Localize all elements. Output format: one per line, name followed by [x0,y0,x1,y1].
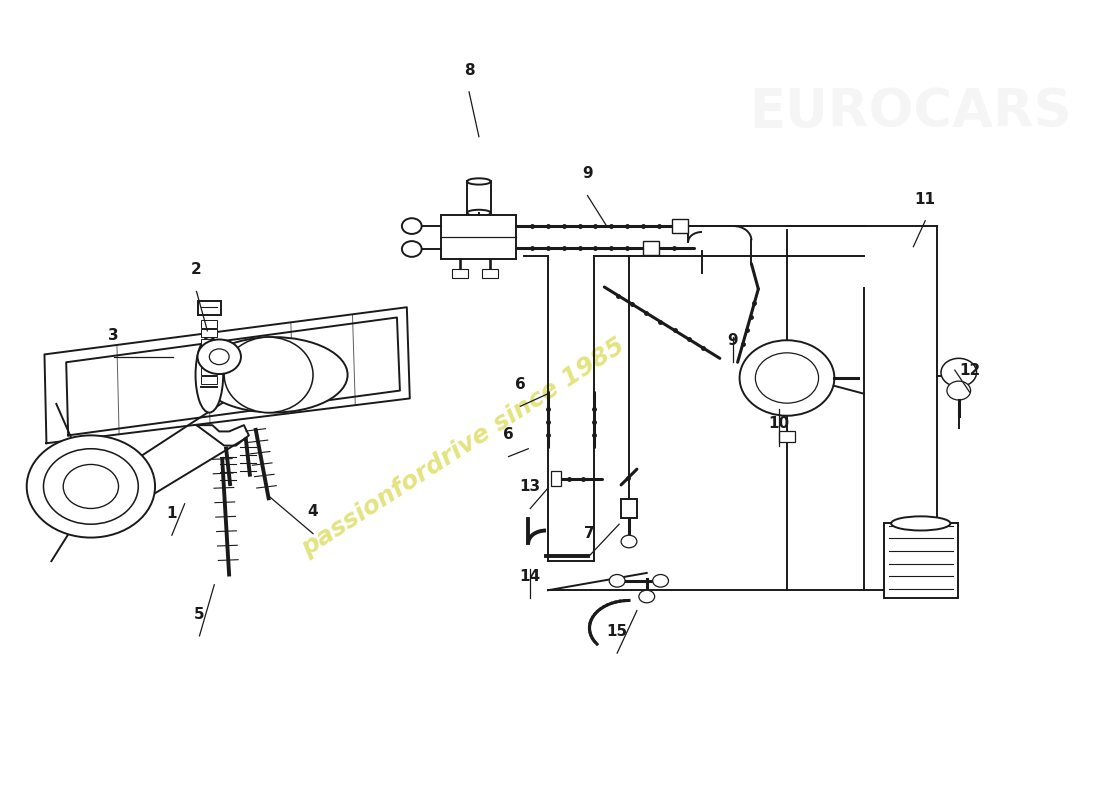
Circle shape [63,465,119,509]
Bar [642,241,659,254]
Ellipse shape [468,210,491,216]
Text: 2: 2 [191,262,202,278]
Text: 13: 13 [519,479,541,494]
Text: 9: 9 [582,166,593,182]
Bar [551,470,561,486]
Text: 5: 5 [195,606,205,622]
Ellipse shape [891,516,950,530]
Bar [441,215,516,258]
Text: 6: 6 [515,377,526,392]
Bar [201,320,218,328]
Text: 15: 15 [606,624,628,639]
Circle shape [198,339,241,374]
Bar [621,499,637,518]
Text: EUROCARS: EUROCARS [749,86,1071,138]
Circle shape [739,340,835,416]
Circle shape [947,381,970,400]
Circle shape [26,435,155,538]
Bar [201,348,218,356]
Text: 7: 7 [584,526,595,542]
Text: 9: 9 [727,333,738,348]
Bar [198,301,221,315]
Text: 4: 4 [308,505,318,519]
Bar [201,338,218,346]
Ellipse shape [468,178,491,185]
Text: 3: 3 [108,328,119,342]
Text: passionfordrive since 1985: passionfordrive since 1985 [297,334,629,561]
Ellipse shape [224,337,314,413]
Bar [201,377,218,384]
Bar [452,269,468,278]
Bar [482,269,498,278]
Bar [468,182,491,213]
Circle shape [940,358,977,386]
Bar [201,358,218,366]
Circle shape [209,349,229,365]
Text: 12: 12 [959,363,980,378]
Text: 8: 8 [464,62,474,78]
Circle shape [652,574,669,587]
Circle shape [639,590,654,603]
Circle shape [621,535,637,548]
Circle shape [756,353,818,403]
Circle shape [609,574,625,587]
Text: 11: 11 [915,192,936,206]
Text: 14: 14 [519,569,541,584]
Text: 10: 10 [769,417,790,431]
Circle shape [44,449,139,524]
Ellipse shape [196,337,223,413]
Text: 1: 1 [166,506,177,521]
Text: 6: 6 [503,427,514,442]
Ellipse shape [199,337,348,413]
Bar [201,367,218,375]
Circle shape [402,218,421,234]
Circle shape [402,241,421,257]
Bar [779,431,795,442]
Bar [672,219,689,233]
Bar [883,523,958,598]
Bar [201,330,218,337]
